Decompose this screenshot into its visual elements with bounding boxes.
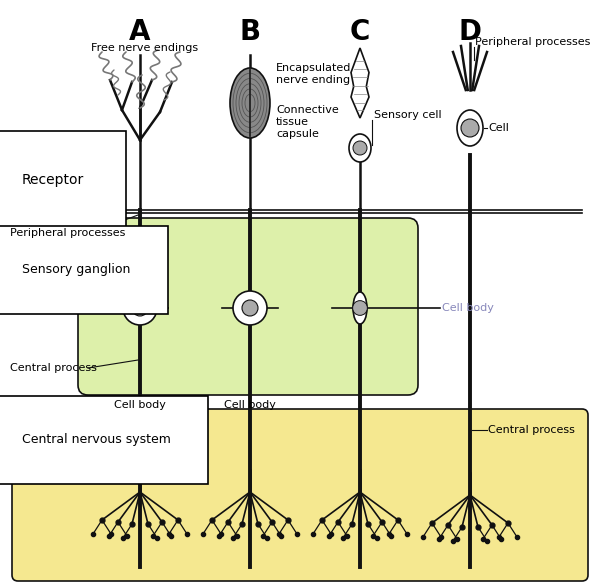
Ellipse shape: [353, 292, 367, 324]
Text: D: D: [458, 18, 482, 46]
Circle shape: [242, 300, 258, 316]
Text: Free nerve endings: Free nerve endings: [91, 43, 199, 53]
Ellipse shape: [349, 134, 371, 162]
Circle shape: [353, 301, 367, 315]
Text: Cell body: Cell body: [442, 303, 494, 313]
Text: Peripheral processes: Peripheral processes: [10, 228, 125, 238]
Text: Sensory ganglion: Sensory ganglion: [22, 264, 130, 276]
Text: Cell: Cell: [488, 123, 509, 133]
Text: Receptor: Receptor: [22, 173, 84, 187]
Text: Central process: Central process: [10, 363, 97, 373]
Circle shape: [461, 119, 479, 137]
Text: B: B: [239, 18, 260, 46]
FancyBboxPatch shape: [78, 218, 418, 395]
Text: Encapsulated: Encapsulated: [276, 63, 352, 73]
Text: Sensory cell: Sensory cell: [374, 110, 442, 120]
Circle shape: [132, 300, 148, 316]
Text: Central process: Central process: [488, 425, 575, 435]
Ellipse shape: [457, 110, 483, 146]
Text: tissue: tissue: [276, 117, 309, 127]
Circle shape: [123, 291, 157, 325]
Text: A: A: [129, 18, 151, 46]
Text: Connective: Connective: [276, 105, 339, 115]
Text: capsule: capsule: [276, 129, 319, 139]
Text: C: C: [350, 18, 370, 46]
FancyBboxPatch shape: [12, 409, 588, 581]
Ellipse shape: [230, 68, 270, 138]
Text: nerve ending: nerve ending: [276, 75, 350, 85]
Text: Cell body: Cell body: [114, 400, 166, 410]
Text: Cell body: Cell body: [224, 400, 276, 410]
Polygon shape: [351, 48, 369, 118]
Text: Central nervous system: Central nervous system: [22, 434, 171, 446]
Text: Peripheral processes: Peripheral processes: [475, 37, 590, 47]
Circle shape: [233, 291, 267, 325]
Circle shape: [353, 141, 367, 155]
